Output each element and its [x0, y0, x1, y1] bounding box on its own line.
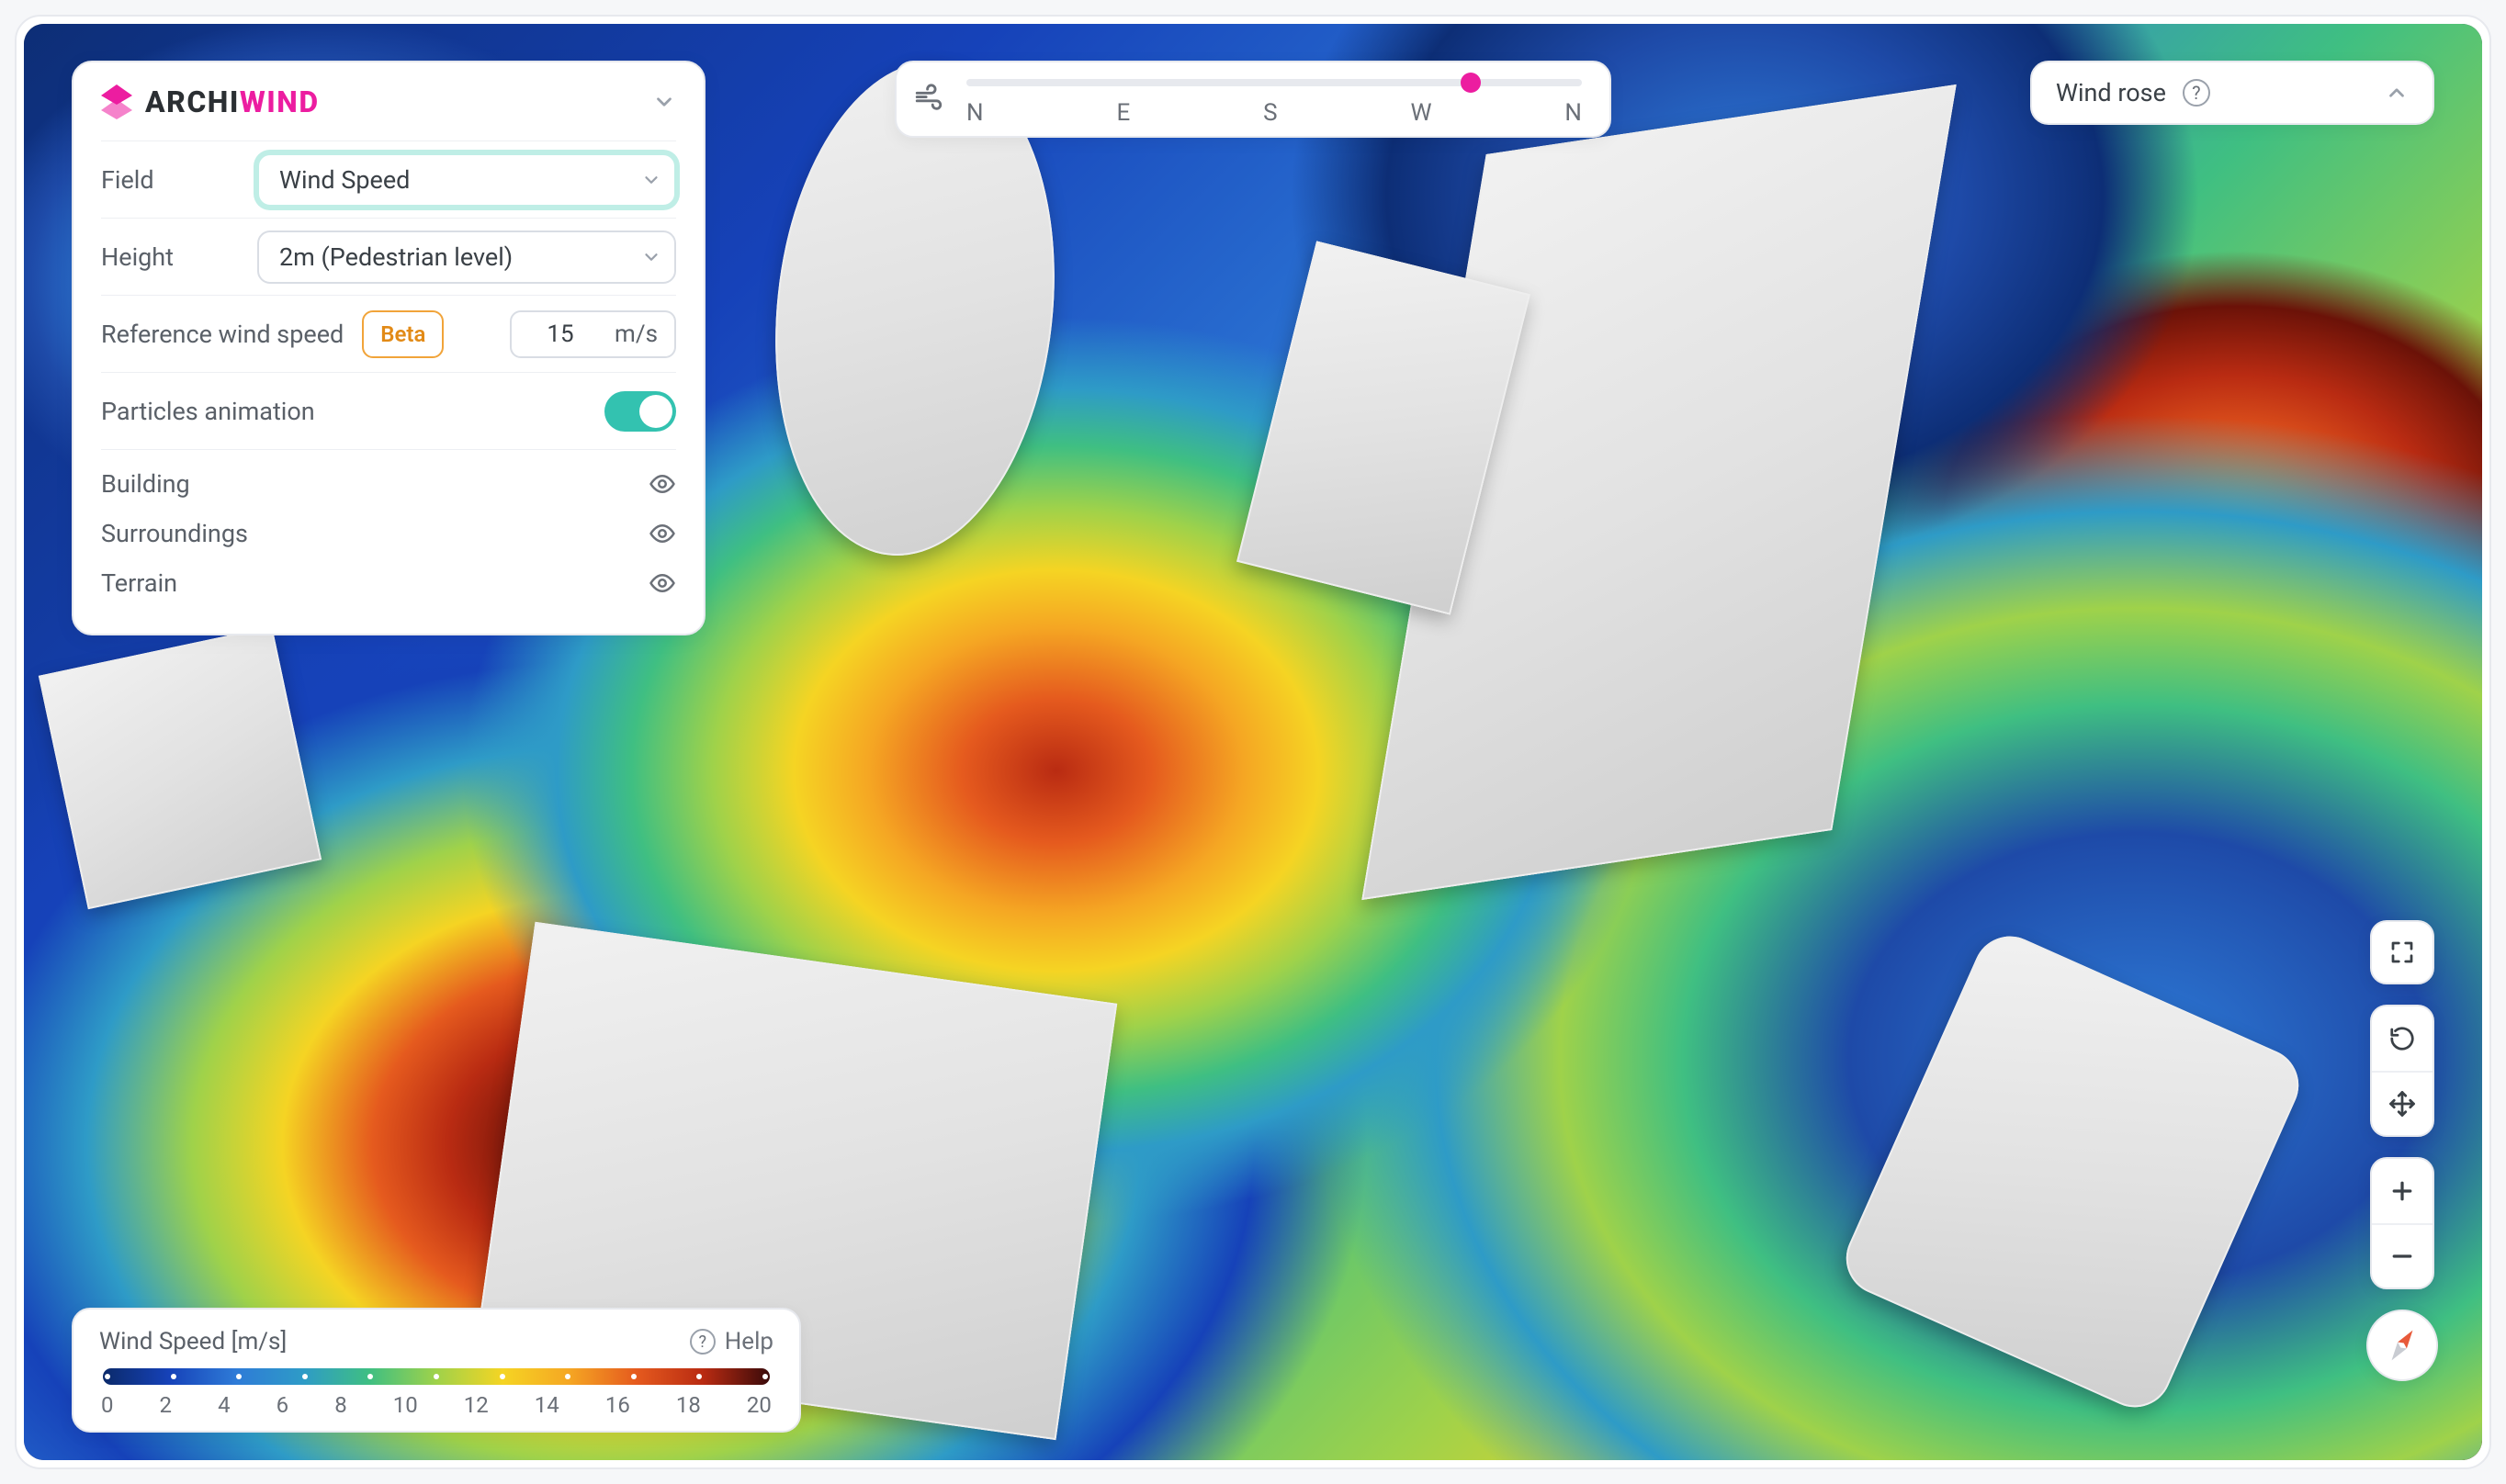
- layer-name: Terrain: [101, 568, 177, 598]
- legend-tick: 18: [676, 1392, 701, 1418]
- direction-tick-label: E: [1116, 99, 1130, 127]
- chevron-up-icon: [2385, 81, 2409, 105]
- zoom-in-button[interactable]: [2370, 1159, 2434, 1223]
- compass-button[interactable]: [2366, 1310, 2438, 1381]
- particles-label: Particles animation: [101, 397, 315, 426]
- wind-rose-panel[interactable]: Wind rose ?: [2030, 61, 2434, 125]
- layer-row: Terrain: [101, 558, 676, 608]
- legend-panel: Wind Speed [m/s] ? Help 0 2 4 6 8 10 12 14 16 18 2…: [72, 1308, 801, 1433]
- ref-speed-unit: m/s: [598, 310, 676, 358]
- legend-tick: 16: [605, 1392, 630, 1418]
- settings-panel: ARCHIWIND Field Wind Speed Height 2m (Pe…: [72, 61, 706, 635]
- legend-tick: 8: [334, 1392, 347, 1418]
- visibility-toggle-icon[interactable]: [649, 569, 676, 597]
- ref-speed-input[interactable]: 15: [510, 310, 611, 358]
- brand-text-2: WIND: [240, 84, 320, 119]
- help-icon[interactable]: ?: [2183, 79, 2210, 107]
- legend-tick: 12: [464, 1392, 489, 1418]
- brand-logo: ARCHIWIND: [101, 84, 320, 119]
- building-block: [39, 626, 322, 909]
- particles-toggle[interactable]: [604, 391, 676, 432]
- height-label: Height: [101, 242, 239, 272]
- direction-tick-label: S: [1263, 99, 1277, 127]
- legend-tick: 20: [747, 1392, 772, 1418]
- visibility-toggle-icon[interactable]: [649, 470, 676, 498]
- legend-tick: 2: [160, 1392, 173, 1418]
- brand-text-1: ARCHI: [145, 84, 240, 119]
- height-select-value: 2m (Pedestrian level): [279, 242, 513, 272]
- visibility-toggle-icon[interactable]: [649, 520, 676, 547]
- layer-name: Building: [101, 469, 190, 499]
- layer-name: Surroundings: [101, 519, 248, 548]
- direction-slider-handle[interactable]: [1461, 73, 1481, 93]
- chevron-down-icon: [641, 170, 661, 190]
- fullscreen-button[interactable]: [2370, 920, 2434, 984]
- view-tool-rail: [2366, 920, 2438, 1381]
- legend-colorbar: [103, 1368, 770, 1385]
- chevron-down-icon[interactable]: [652, 90, 676, 114]
- direction-tick-label: N: [1564, 99, 1582, 127]
- legend-tick: 6: [277, 1392, 289, 1418]
- panel-header[interactable]: ARCHIWIND: [101, 62, 676, 141]
- reset-view-button[interactable]: [2370, 1006, 2434, 1071]
- ref-speed-label: Reference wind speed: [101, 320, 344, 349]
- zoom-out-button[interactable]: [2370, 1223, 2434, 1287]
- wind-direction-panel: NESWN: [895, 61, 1611, 138]
- legend-tick: 10: [393, 1392, 418, 1418]
- wind-icon: [913, 83, 944, 114]
- legend-tick: 14: [535, 1392, 559, 1418]
- field-label: Field: [101, 165, 239, 195]
- layer-row: Surroundings: [101, 509, 676, 558]
- direction-slider[interactable]: [966, 79, 1582, 86]
- field-select[interactable]: Wind Speed: [257, 153, 676, 207]
- legend-tick: 0: [101, 1392, 114, 1418]
- legend-title: Wind Speed [m/s]: [99, 1328, 287, 1355]
- beta-badge: Beta: [362, 310, 444, 358]
- field-select-value: Wind Speed: [279, 165, 410, 195]
- help-icon: ?: [690, 1329, 716, 1355]
- direction-tick-label: W: [1410, 99, 1431, 127]
- pan-button[interactable]: [2370, 1071, 2434, 1135]
- legend-help-button[interactable]: ? Help: [690, 1328, 773, 1355]
- height-select[interactable]: 2m (Pedestrian level): [257, 230, 676, 284]
- legend-tick: 4: [218, 1392, 231, 1418]
- wind-rose-title: Wind rose: [2056, 78, 2166, 107]
- chevron-down-icon: [641, 247, 661, 267]
- legend-help-label: Help: [725, 1328, 773, 1355]
- direction-tick-label: N: [966, 99, 984, 127]
- brand-mark-icon: [101, 84, 132, 119]
- layer-row: Building: [101, 459, 676, 509]
